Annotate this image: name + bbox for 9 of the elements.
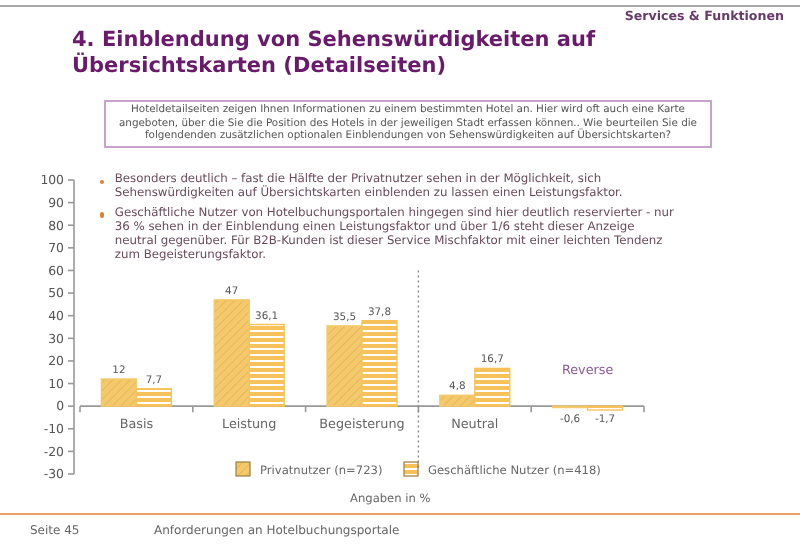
bar [248, 323, 285, 407]
bar [100, 378, 138, 407]
bar [439, 394, 476, 407]
bar [474, 367, 511, 407]
bar [135, 388, 173, 407]
bar [361, 319, 398, 407]
chart-title: 4. Einblendung von Sehenswürdigkeiten auf Übersichtskarten (Detailseiten) [72, 28, 598, 78]
bar [213, 299, 250, 407]
bar [326, 325, 363, 407]
